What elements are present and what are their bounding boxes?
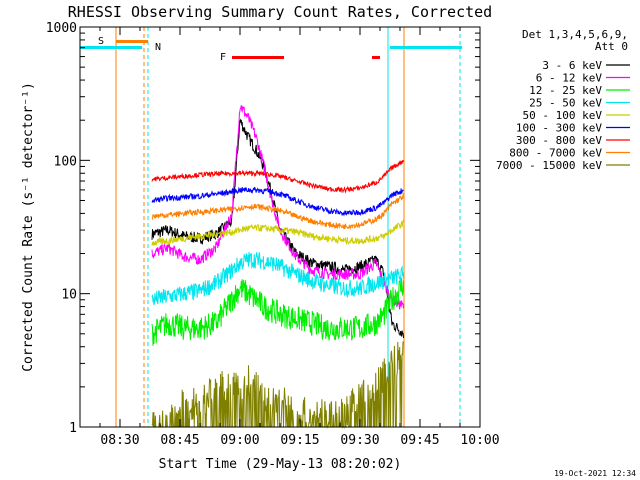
legend-header-0: Det 1,3,4,5,6,9, (522, 28, 628, 41)
series-line-1 (151, 105, 404, 310)
overlay-layer: S N F (80, 27, 462, 427)
flare-label: F (220, 52, 226, 63)
x-axis-label: Start Time (29-May-13 08:20:02) (159, 457, 402, 472)
night-label: N (155, 42, 161, 53)
axes-layer: 08:30 08:45 09:00 09:15 09:30 09:45 10:00 1 10 10… (46, 21, 500, 448)
y-tick-label-0: 1 (69, 421, 77, 436)
legend-label-6: 300 - 800 keV (516, 134, 602, 147)
x-tick-label-5: 09:45 (400, 433, 439, 448)
legend-label-1: 6 - 12 keV (536, 72, 603, 85)
plot-frame (79, 26, 481, 428)
x-tick-label-6: 10:00 (460, 433, 499, 448)
legend-label-0: 3 - 6 keV (542, 59, 602, 72)
series-line-5 (151, 186, 404, 217)
flare-bar-0 (232, 56, 284, 59)
x-tick-label-1: 08:45 (160, 433, 199, 448)
legend-label-8: 7000 - 15000 keV (496, 159, 602, 172)
legend-label-2: 12 - 25 keV (529, 84, 602, 97)
series-line-8 (151, 341, 404, 429)
x-tick-label-2: 09:00 (220, 433, 259, 448)
x-tick-label-0: 08:30 (100, 433, 139, 448)
night-bar-2 (390, 46, 462, 49)
series-line-7 (151, 193, 404, 231)
legend-label-4: 50 - 100 keV (523, 109, 603, 122)
legend-header-1: Att 0 (595, 40, 628, 53)
x-tick-label-3: 09:15 (280, 433, 319, 448)
chart-title: RHESSI Observing Summary Count Rates, Co… (68, 3, 492, 21)
series-line-4 (151, 219, 404, 247)
y-tick-label-2: 100 (54, 154, 77, 169)
night-bar (80, 46, 142, 49)
flare-bar-1 (372, 56, 380, 59)
series-line-2 (151, 278, 404, 346)
series-line-3 (151, 251, 404, 306)
y-axis-label: Corrected Count Rate (s⁻¹ detector⁻¹) (21, 82, 36, 372)
y-tick-label-1: 10 (61, 288, 77, 303)
render-timestamp: 19-Oct-2021 12:34 (554, 469, 636, 478)
saa-bar (116, 40, 148, 43)
series-layer (151, 105, 404, 429)
legend-label-7: 800 - 7000 keV (509, 147, 602, 160)
x-tick-label-4: 09:30 (340, 433, 379, 448)
legend-label-5: 100 - 300 keV (516, 122, 602, 135)
series-line-6 (151, 159, 404, 194)
y-tick-label-3: 1000 (46, 21, 77, 36)
saa-label: S (98, 36, 104, 47)
legend-label-3: 25 - 50 keV (529, 97, 602, 110)
